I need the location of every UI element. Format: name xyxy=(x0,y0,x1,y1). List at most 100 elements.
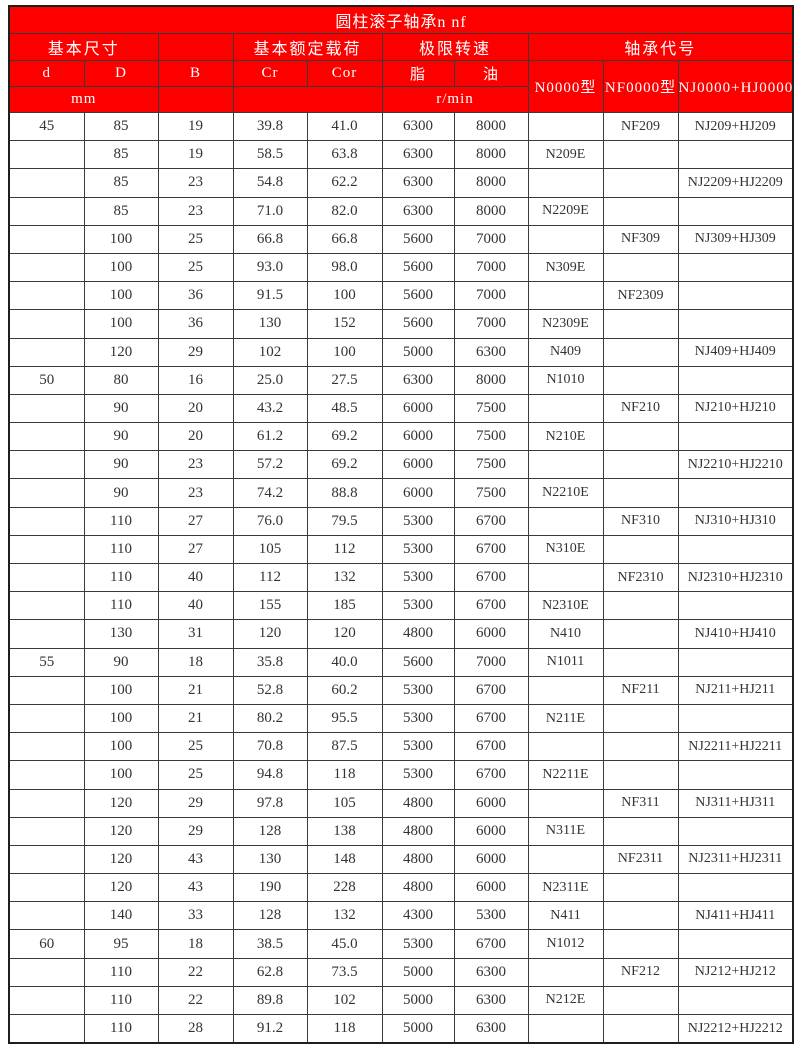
table-cell: N309E xyxy=(527,252,604,283)
table-cell: 7000 xyxy=(453,309,529,339)
table-cell: 5600 xyxy=(381,224,455,254)
table-cell xyxy=(602,450,679,480)
table-cell: NJ309+HJ309 xyxy=(677,224,794,254)
table-cell: 4800 xyxy=(381,873,455,903)
table-cell xyxy=(8,844,85,875)
table-cell: 85 xyxy=(83,111,159,142)
table-cell: 118 xyxy=(306,1014,383,1044)
table-cell: 100 xyxy=(83,732,159,762)
table-cell: 45.0 xyxy=(306,929,383,959)
table-cell: 100 xyxy=(306,337,383,367)
table-cell: 100 xyxy=(83,224,159,254)
table-cell: 5600 xyxy=(381,281,455,311)
table-cell: 6300 xyxy=(381,140,455,170)
table-cell: 6300 xyxy=(381,168,455,198)
table-cell: 5000 xyxy=(381,1014,455,1044)
table-cell: 6700 xyxy=(453,703,529,734)
table-cell: NJ2212+HJ2212 xyxy=(677,1014,794,1044)
table-cell: 23 xyxy=(157,450,234,480)
table-cell: 100 xyxy=(83,703,159,734)
table-cell: 100 xyxy=(83,675,159,705)
table-cell xyxy=(602,252,679,283)
table-cell: 29 xyxy=(157,816,234,846)
table-cell: 100 xyxy=(83,760,159,790)
table-cell: 138 xyxy=(306,816,383,846)
col-header-D: D xyxy=(83,60,159,87)
table-cell: 23 xyxy=(157,196,234,226)
table-cell: NJ310+HJ310 xyxy=(677,506,794,536)
table-cell: 7500 xyxy=(453,422,529,452)
table-cell: 82.0 xyxy=(306,196,383,226)
unit-header-row: mm r/min xyxy=(8,86,793,113)
table-cell: 6000 xyxy=(453,873,529,903)
table-cell: 110 xyxy=(83,562,159,593)
table-cell xyxy=(8,816,85,846)
table-cell: N212E xyxy=(527,985,604,1016)
table-cell: NF2310 xyxy=(602,562,679,593)
table-cell: 102 xyxy=(306,985,383,1016)
table-cell: 90 xyxy=(83,422,159,452)
table-cell xyxy=(602,929,679,959)
table-cell: 21 xyxy=(157,703,234,734)
group-rated-load: 基本额定载荷 xyxy=(232,33,383,61)
table-cell: 33 xyxy=(157,901,234,931)
table-cell: 8000 xyxy=(453,365,529,395)
table-cell: NJ2210+HJ2210 xyxy=(677,450,794,480)
table-cell: 25 xyxy=(157,760,234,790)
table-cell: 66.8 xyxy=(306,224,383,254)
table-cell: 5300 xyxy=(381,562,455,593)
table-cell: 55 xyxy=(8,647,85,677)
table-cell: 120 xyxy=(83,816,159,846)
table-cell: 62.2 xyxy=(306,168,383,198)
table-cell xyxy=(602,337,679,367)
table-cell: 20 xyxy=(157,393,234,424)
table-cell: 45 xyxy=(8,111,85,142)
table-cell: 91.2 xyxy=(232,1014,308,1044)
table-cell: 120 xyxy=(83,337,159,367)
table-cell: 23 xyxy=(157,168,234,198)
table-cell: 6700 xyxy=(453,534,529,565)
table-cell: 6000 xyxy=(381,478,455,508)
table-row: 45 85 19 39.8 41.0 6300 8000 NF209 NJ209+HJ209 xyxy=(8,111,794,142)
table-cell xyxy=(602,732,679,762)
table-cell xyxy=(677,873,794,903)
table-cell: NJ2311+HJ2311 xyxy=(677,844,794,875)
table-cell: 128 xyxy=(232,901,308,931)
table-cell xyxy=(677,534,794,565)
table-cell: NJ210+HJ210 xyxy=(677,393,794,424)
table-cell xyxy=(8,760,85,790)
table-cell: 5300 xyxy=(381,732,455,762)
table-cell: 5300 xyxy=(381,506,455,536)
table-cell: 110 xyxy=(83,506,159,536)
table-cell: 27.5 xyxy=(306,365,383,395)
table-cell: 110 xyxy=(83,591,159,621)
table-row: 90 23 57.2 69.2 6000 7500 NJ2210+HJ2210 xyxy=(8,450,794,480)
table-cell: 22 xyxy=(157,957,234,987)
table-cell: 5000 xyxy=(381,957,455,987)
table-cell: N411 xyxy=(527,901,604,931)
table-cell: 90 xyxy=(83,478,159,508)
table-body: 45 85 19 39.8 41.0 6300 8000 NF209 NJ209+HJ209 85… xyxy=(8,111,794,1044)
col-header-grease: 脂 xyxy=(381,60,455,87)
unit-rpm: r/min xyxy=(381,86,529,113)
table-cell xyxy=(8,309,85,339)
table-cell: 120 xyxy=(232,619,308,649)
table-cell: 90 xyxy=(83,450,159,480)
table-cell xyxy=(527,1014,604,1044)
table-cell: 89.8 xyxy=(232,985,308,1016)
table-row: 110 22 89.8 102 5000 6300 N212E xyxy=(8,985,794,1016)
col-header-type-njhj: NJ0000+HJ0000型 xyxy=(677,60,794,113)
table-cell: 6700 xyxy=(453,732,529,762)
table-cell xyxy=(677,478,794,508)
table-cell: 7000 xyxy=(453,252,529,283)
table-cell: 60 xyxy=(8,929,85,959)
table-row: 100 25 93.0 98.0 5600 7000 N309E xyxy=(8,252,794,283)
table-cell: 91.5 xyxy=(232,281,308,311)
group-empty-b xyxy=(157,33,234,61)
table-cell: 25.0 xyxy=(232,365,308,395)
table-cell: 110 xyxy=(83,1014,159,1044)
table-cell xyxy=(8,422,85,452)
table-cell: 120 xyxy=(83,844,159,875)
table-row: 90 23 74.2 88.8 6000 7500 N2210E xyxy=(8,478,794,508)
table-cell xyxy=(8,168,85,198)
